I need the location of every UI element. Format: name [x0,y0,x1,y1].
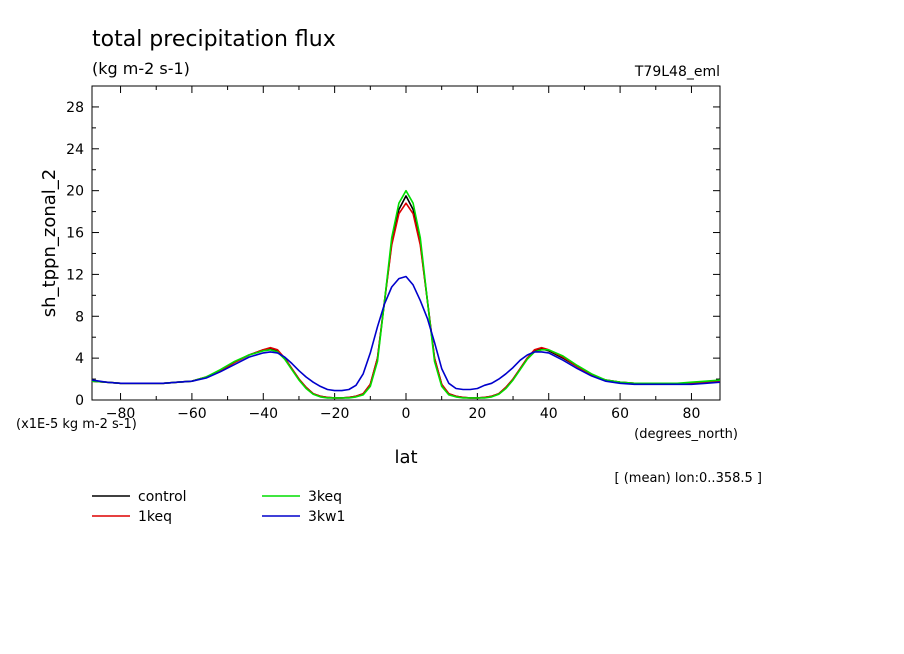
y-axis-label: sh_tppn_zonal_2 [39,169,60,317]
y-tick-label: 4 [75,351,84,367]
legend-label-control: control [138,489,187,505]
chart-title: total precipitation flux [92,27,336,52]
y-units-label: (x1E-5 kg m-2 s-1) [16,417,137,432]
y-tick-label: 0 [75,393,84,409]
x-axis-ticks: −80 −60 −40 −20 0 20 40 60 80 [106,86,701,422]
legend-label-3keq: 3keq [308,489,342,505]
legend-label-3kw1: 3kw1 [308,509,345,525]
x-tick-label: −60 [177,406,207,422]
y-axis-ticks: 0 4 8 12 16 20 24 28 [66,100,720,409]
plot-frame [91,85,721,401]
y-tick-label: 28 [66,100,84,116]
x-tick-label: 80 [683,406,701,422]
x-tick-label: −20 [320,406,350,422]
y-tick-label: 12 [66,267,84,283]
series-line-3kw1 [91,275,721,392]
x-axis-label: lat [394,447,417,468]
x-tick-label: 60 [611,406,629,422]
legend-label-1keq: 1keq [138,509,172,525]
series-line-3keq [91,189,721,399]
y-tick-label: 8 [75,309,84,325]
chart-subtitle: (kg m-2 s-1) [92,59,190,78]
footnote: [ (mean) lon:0..358.5 ] [615,471,763,486]
series-line-1keq [91,202,721,399]
x-tick-label: −80 [106,406,136,422]
y-tick-label: 16 [66,226,84,242]
legend: control 1keq 3keq 3kw1 [92,489,345,525]
x-tick-label: −40 [248,406,278,422]
x-tick-label: 40 [540,406,558,422]
series-line-control [91,195,721,399]
plot-area: −80 −60 −40 −20 0 20 40 60 80 0 4 8 12 16 20 24 28 [66,85,721,422]
x-tick-label: 0 [402,406,411,422]
y-tick-label: 24 [66,142,84,158]
series-lines [91,189,721,399]
x-units-label: (degrees_north) [634,427,738,442]
y-tick-label: 20 [66,184,84,200]
experiment-label: T79L48_eml [634,64,720,80]
x-tick-label: 20 [468,406,486,422]
